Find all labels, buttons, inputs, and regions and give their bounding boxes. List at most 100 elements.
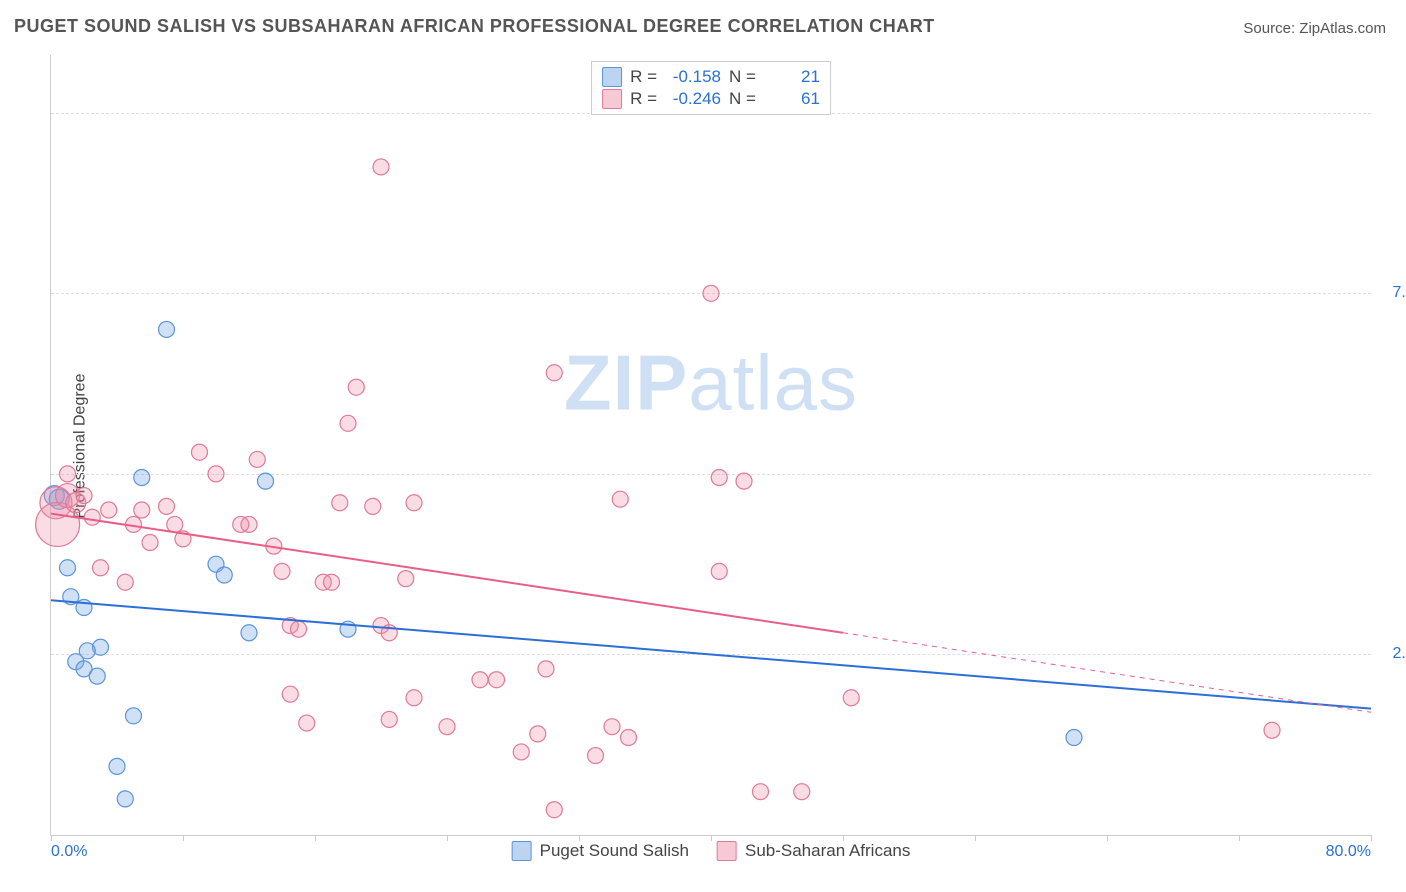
data-point [406, 495, 422, 511]
data-point [76, 488, 92, 504]
y-tick-label: 7.5% [1393, 284, 1406, 302]
data-point [216, 567, 232, 583]
x-tick-mark [315, 835, 316, 841]
data-point [60, 466, 76, 482]
data-point [373, 159, 389, 175]
chart-title: PUGET SOUND SALISH VS SUBSAHARAN AFRICAN… [14, 16, 935, 37]
data-point [299, 715, 315, 731]
data-point [736, 473, 752, 489]
n-label: N = [729, 66, 756, 88]
plot-area: ZIPatlas R = -0.158 N = 21 R = -0.246 N … [50, 55, 1371, 836]
data-point [381, 711, 397, 727]
r-value: -0.246 [665, 88, 721, 110]
legend-item: Sub-Saharan Africans [717, 841, 910, 861]
data-point [241, 516, 257, 532]
data-point [530, 726, 546, 742]
data-point [274, 563, 290, 579]
data-point [489, 672, 505, 688]
legend-swatch [512, 841, 532, 861]
legend-swatch [602, 67, 622, 87]
data-point [192, 444, 208, 460]
data-point [621, 730, 637, 746]
y-tick-label: 2.5% [1393, 645, 1406, 663]
data-point [109, 758, 125, 774]
n-value: 61 [764, 88, 820, 110]
data-point [324, 574, 340, 590]
data-point [241, 625, 257, 641]
data-point [101, 502, 117, 518]
trend-line [51, 600, 1371, 708]
data-point [1066, 730, 1082, 746]
data-point [538, 661, 554, 677]
x-tick-mark [183, 835, 184, 841]
x-tick-mark [579, 835, 580, 841]
data-point [159, 498, 175, 514]
data-point [472, 672, 488, 688]
data-point [604, 719, 620, 735]
data-point [588, 748, 604, 764]
data-point [93, 560, 109, 576]
data-point [711, 563, 727, 579]
data-point [794, 784, 810, 800]
data-point [753, 784, 769, 800]
data-point [291, 621, 307, 637]
legend-swatch [717, 841, 737, 861]
data-point [134, 470, 150, 486]
data-point [84, 509, 100, 525]
data-point [208, 466, 224, 482]
data-point [60, 560, 76, 576]
n-label: N = [729, 88, 756, 110]
data-point [711, 470, 727, 486]
data-point [126, 708, 142, 724]
data-point [513, 744, 529, 760]
source-label: Source: [1243, 20, 1295, 37]
data-point [348, 379, 364, 395]
data-point [282, 686, 298, 702]
data-point [89, 668, 105, 684]
data-point [142, 535, 158, 551]
x-tick-mark [1371, 835, 1372, 841]
x-tick-label: 80.0% [1326, 843, 1371, 861]
data-point [398, 571, 414, 587]
data-point [117, 791, 133, 807]
data-point [167, 516, 183, 532]
x-tick-label: 0.0% [51, 843, 87, 861]
data-point [365, 498, 381, 514]
legend-label: Sub-Saharan Africans [745, 841, 910, 861]
data-point [703, 285, 719, 301]
x-tick-mark [843, 835, 844, 841]
r-label: R = [630, 66, 657, 88]
data-point [439, 719, 455, 735]
r-label: R = [630, 88, 657, 110]
n-value: 21 [764, 66, 820, 88]
data-point [340, 415, 356, 431]
legend-stats-row: R = -0.246 N = 61 [602, 88, 820, 110]
legend-swatch [602, 89, 622, 109]
x-tick-mark [51, 835, 52, 841]
data-point [546, 802, 562, 818]
legend-label: Puget Sound Salish [540, 841, 689, 861]
source-attribution: Source: ZipAtlas.com [1243, 20, 1386, 37]
data-point [249, 451, 265, 467]
data-point [843, 690, 859, 706]
data-point [1264, 722, 1280, 738]
r-value: -0.158 [665, 66, 721, 88]
data-point [612, 491, 628, 507]
x-tick-mark [1107, 835, 1108, 841]
source-value: ZipAtlas.com [1299, 20, 1386, 37]
data-point [546, 365, 562, 381]
data-point [332, 495, 348, 511]
data-point [117, 574, 133, 590]
x-tick-mark [975, 835, 976, 841]
data-point [159, 321, 175, 337]
x-tick-mark [447, 835, 448, 841]
data-point [258, 473, 274, 489]
legend-stats: R = -0.158 N = 21 R = -0.246 N = 61 [591, 61, 831, 115]
legend-item: Puget Sound Salish [512, 841, 689, 861]
data-point [134, 502, 150, 518]
legend-series: Puget Sound Salish Sub-Saharan Africans [512, 841, 911, 861]
x-tick-mark [711, 835, 712, 841]
x-tick-mark [1239, 835, 1240, 841]
legend-stats-row: R = -0.158 N = 21 [602, 66, 820, 88]
chart-svg [51, 55, 1371, 835]
